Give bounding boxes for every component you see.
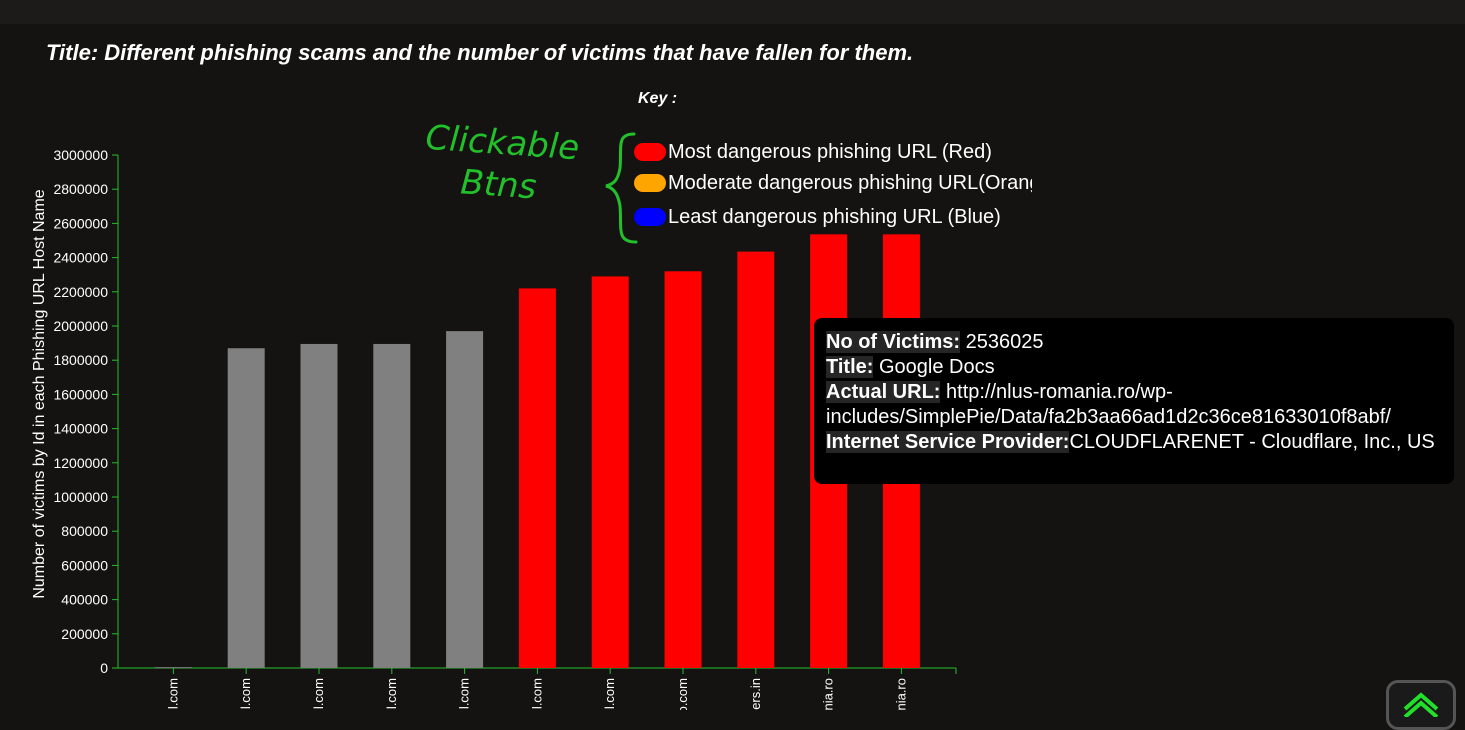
- tooltip-title-row: Title: Google Docs: [826, 355, 1454, 380]
- y-tick-label: 3000000: [53, 147, 108, 163]
- page-title: Title: Different phishing scams and the …: [46, 40, 914, 65]
- tooltip-url-label: Actual URL:: [826, 381, 941, 403]
- bars: [154, 234, 920, 669]
- y-axis: 0 200000 400000 600000 800000 1000000 1200000 1…: [53, 147, 119, 676]
- y-tick-label: 0: [100, 660, 108, 676]
- y-tick-label: 600000: [61, 557, 108, 573]
- y-tick-label: 1400000: [53, 421, 108, 437]
- y-tick-label: 2400000: [53, 250, 108, 266]
- tooltip: No of Victims: 2536025 Title: Google Doc…: [814, 318, 1454, 484]
- y-tick-label: 1800000: [53, 352, 108, 368]
- y-tick-label: 800000: [61, 523, 108, 539]
- bar[interactable]: [373, 343, 411, 668]
- x-tick-label: l.com: [165, 678, 180, 709]
- tooltip-victims-row: No of Victims: 2536025: [826, 330, 1454, 355]
- x-tick-label: l.com: [238, 678, 253, 709]
- bar[interactable]: [300, 343, 338, 668]
- y-tick-label: 400000: [61, 592, 108, 608]
- tooltip-isp-label: Internet Service Provider:: [826, 431, 1070, 453]
- x-tick-label: nia.ro: [893, 678, 908, 710]
- tooltip-title-label: Title:: [826, 356, 874, 378]
- y-tick-label: 1200000: [53, 455, 108, 471]
- y-tick-label: 1000000: [53, 489, 108, 505]
- bar[interactable]: [446, 331, 484, 668]
- legend-button-moderate-dangerous[interactable]: Moderate dangerous phishing URL(Orange): [634, 170, 1032, 196]
- bar[interactable]: [518, 288, 556, 668]
- legend-swatch-blue: [634, 208, 666, 226]
- y-axis-label: Number of victims by Id in each Phishing…: [31, 189, 48, 598]
- y-tick-label: 1600000: [53, 386, 108, 402]
- x-tick-label: l.com: [602, 678, 617, 709]
- x-tick-label: l.com: [311, 678, 326, 709]
- chevron-up-icon: [1403, 692, 1439, 717]
- x-tick-label: nia.ro: [821, 678, 836, 710]
- x-tick-label: o.com: [675, 678, 690, 710]
- legend-label-most-dangerous: Most dangerous phishing URL (Red): [668, 140, 992, 163]
- y-tick-label: 2000000: [53, 318, 108, 334]
- annotation-brace-icon: [605, 132, 638, 244]
- legend-label-least-dangerous: Least dangerous phishing URL (Blue): [668, 205, 1001, 228]
- y-tick-label: 2600000: [53, 215, 108, 231]
- legend-heading: Key :: [638, 90, 678, 107]
- bar[interactable]: [154, 667, 192, 669]
- tooltip-victims-label: No of Victims:: [826, 331, 961, 353]
- x-tick-label: l.com: [529, 678, 544, 709]
- legend-button-most-dangerous[interactable]: Most dangerous phishing URL (Red): [634, 139, 992, 165]
- tooltip-isp-value: CLOUDFLARENET - Cloudflare, Inc., US: [1069, 431, 1435, 453]
- y-tick-label: 2200000: [53, 284, 108, 300]
- legend-swatch-orange: [634, 174, 666, 192]
- legend-label-moderate-dangerous: Moderate dangerous phishing URL(Orange): [668, 171, 1032, 194]
- y-tick-label: 2800000: [53, 181, 108, 197]
- y-tick-label: 200000: [61, 626, 108, 642]
- bar[interactable]: [591, 276, 629, 668]
- bar[interactable]: [227, 348, 265, 668]
- bar[interactable]: [664, 271, 702, 668]
- legend-swatch-red: [634, 143, 666, 161]
- scroll-to-top-button[interactable]: [1386, 680, 1456, 730]
- x-axis: l.com l.com l.com l.com l.com l.com l.com o.com…: [118, 667, 957, 710]
- x-tick-label: l.com: [384, 678, 399, 709]
- x-tick-label: ers.in: [748, 678, 763, 710]
- top-bar: [0, 0, 1465, 24]
- tooltip-url-value: http://nlus-romania.ro/wp-includes/Simpl…: [826, 381, 1391, 428]
- tooltip-isp-row: Internet Service Provider:CLOUDFLARENET …: [826, 430, 1446, 455]
- bar[interactable]: [737, 251, 775, 669]
- tooltip-url-row: Actual URL: http://nlus-romania.ro/wp-in…: [826, 380, 1446, 430]
- tooltip-victims-value: 2536025: [965, 331, 1044, 353]
- legend-button-least-dangerous[interactable]: Least dangerous phishing URL (Blue): [634, 204, 1001, 230]
- x-tick-label: l.com: [457, 678, 472, 709]
- tooltip-title-value: Google Docs: [878, 356, 995, 378]
